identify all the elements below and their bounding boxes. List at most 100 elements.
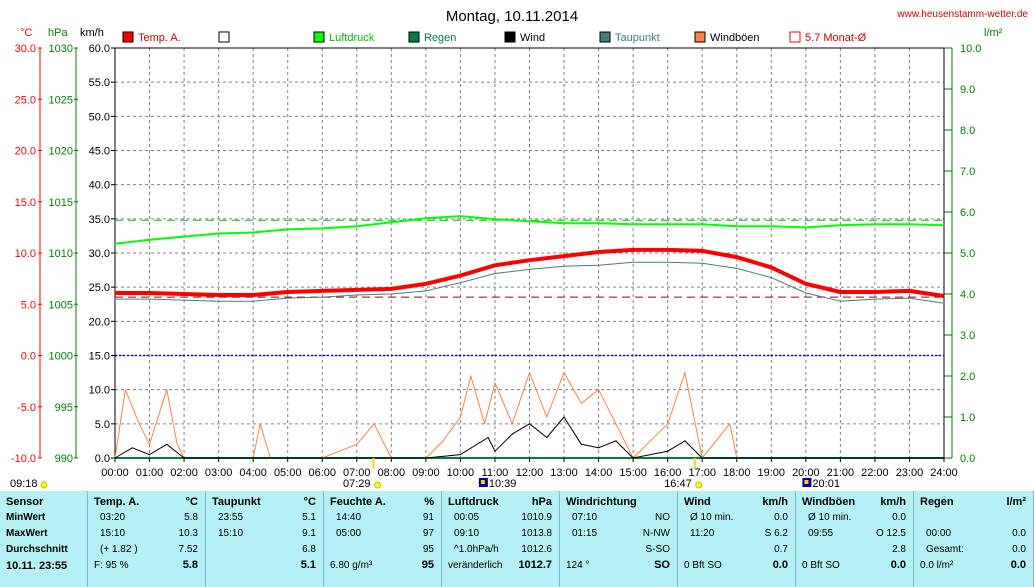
- data-point: [908, 297, 911, 299]
- pressure-axis-tick-label: 1005: [49, 299, 73, 311]
- temp-row-value: 10.3: [178, 528, 198, 539]
- data-point: [770, 266, 772, 268]
- winddir-row-value: NO: [655, 512, 670, 523]
- dew-row-value: 9.1: [302, 528, 316, 539]
- table-col-gusts: Windböen km/h Ø 10 min. 0.0 09:55 O 12.5 2.8 0 …: [796, 491, 914, 587]
- table-col-humidity: Feuchte A.% 14:40 91 05:00 97 95 6.80 g/m³ 95: [324, 491, 442, 587]
- data-point: [908, 223, 911, 225]
- rain-row-value: 0.0: [1012, 528, 1026, 539]
- max-time-label: 10:39: [489, 478, 517, 490]
- data-point: [701, 250, 703, 252]
- data-point: [770, 277, 772, 279]
- temp-axis-tick-label: -5.0: [17, 402, 36, 414]
- wind-axis-tick-label: 10.0: [89, 385, 110, 397]
- wind-unit-label: km/h: [80, 27, 104, 39]
- pressure-row-time: 09:10: [454, 528, 480, 539]
- data-point: [356, 294, 358, 296]
- legend-empty-swatch: [218, 31, 230, 43]
- wind-axis-tick-label: 35.0: [89, 214, 110, 226]
- temp-row-value: 5.8: [184, 512, 198, 523]
- data-point: [839, 224, 842, 226]
- data-point: [148, 443, 151, 445]
- data-point: [736, 256, 738, 258]
- data-point: [701, 262, 703, 264]
- rain-axis-tick-label: 5.0: [960, 248, 975, 260]
- dew-header: Taupunkt: [212, 496, 261, 508]
- winddir-header: Windrichtung: [566, 496, 637, 508]
- legend-wind: Wind: [504, 31, 545, 44]
- pressure-axis-tick-label: 1030: [49, 43, 73, 55]
- rain-row-value: 0.0: [1012, 544, 1026, 555]
- pressure-row-time: 00:05: [454, 512, 480, 523]
- data-point: [736, 225, 738, 227]
- data-point: [218, 300, 220, 302]
- legend-pressure-label: Luftdruck: [329, 32, 375, 44]
- sunset-icon: [695, 481, 703, 489]
- x-tick-label: 09:00: [412, 467, 440, 479]
- rain-axis-tick-label: 4.0: [960, 289, 975, 301]
- pressure-axis-tick-label: 1020: [49, 146, 73, 158]
- data-point: [494, 450, 496, 452]
- data-point: [114, 243, 116, 245]
- legend-dewpoint: Taupunkt: [599, 31, 660, 44]
- data-point: [183, 236, 185, 238]
- data-point: [563, 222, 565, 224]
- legend-month-avg-label: 5.7 Monat-Ø: [805, 32, 867, 44]
- humidity-unit: %: [424, 496, 434, 508]
- data-point: [166, 443, 168, 445]
- data-point: [598, 222, 600, 224]
- winddir-row-value: N-NW: [642, 528, 670, 539]
- x-tick-label: 01:00: [136, 467, 164, 479]
- data-point: [511, 423, 513, 425]
- pressure-axis-tick-label: 1010: [49, 248, 73, 260]
- wind-axis-tick-label: 30.0: [89, 248, 110, 260]
- gusts-row-value: 2.8: [892, 544, 906, 555]
- data-point: [470, 375, 472, 377]
- data-point: [459, 454, 461, 456]
- data-point: [805, 292, 807, 294]
- data-point: [442, 440, 444, 442]
- legend-dewpoint-label: Taupunkt: [615, 32, 660, 44]
- data-point: [148, 292, 151, 294]
- data-point: [321, 290, 323, 292]
- max-marker-inner: [480, 480, 485, 484]
- data-point: [459, 215, 461, 217]
- wind-footer-value: 0.0: [772, 559, 788, 571]
- rain-axis-tick-label: 6.0: [960, 207, 975, 219]
- x-tick-label: 23:00: [896, 467, 924, 479]
- table-col-wind: Wind km/h Ø 10 min. 0.0 11:20 S 6.2 0.7 0 Bft S…: [678, 491, 796, 587]
- data-point: [131, 447, 133, 449]
- rain-axis-tick-label: 10.0: [960, 43, 981, 55]
- x-tick-label: 10:00: [447, 467, 475, 479]
- data-point: [684, 372, 686, 374]
- min-marker-inner: [804, 480, 809, 484]
- humidity-row-value: 95: [422, 544, 434, 555]
- data-point: [124, 389, 126, 391]
- data-point: [114, 292, 116, 294]
- temp-axis-tick-label: 0.0: [21, 351, 36, 363]
- dew-row-time: 23:55: [218, 512, 244, 523]
- data-point: [667, 223, 669, 225]
- wind-unit: km/h: [762, 496, 788, 508]
- pressure-axis-tick-label: 1015: [49, 197, 73, 209]
- data-point: [598, 389, 600, 391]
- legend-gusts: Windböen: [694, 31, 760, 44]
- pressure-axis-tick-label: 1025: [49, 94, 73, 106]
- data-point: [736, 267, 738, 269]
- gusts-row-value: 0.0: [892, 512, 906, 523]
- x-tick-label: 21:00: [827, 467, 855, 479]
- data-point: [425, 290, 427, 292]
- x-tick-label: 13:00: [550, 467, 578, 479]
- data-point: [580, 402, 582, 404]
- x-tick-label: 22:00: [861, 467, 889, 479]
- site-url[interactable]: www.heusenstamm-wetter.de: [896, 9, 1028, 20]
- sensor-row-label: MinWert: [6, 512, 46, 523]
- data-point: [494, 272, 496, 275]
- wind-header: Wind: [684, 496, 711, 508]
- rain-unit: l/m²: [1006, 496, 1026, 508]
- data-point: [770, 225, 772, 227]
- data-point: [494, 218, 496, 220]
- temp-header: Temp. A.: [94, 496, 140, 508]
- data-point: [667, 249, 669, 251]
- data-point: [148, 454, 151, 456]
